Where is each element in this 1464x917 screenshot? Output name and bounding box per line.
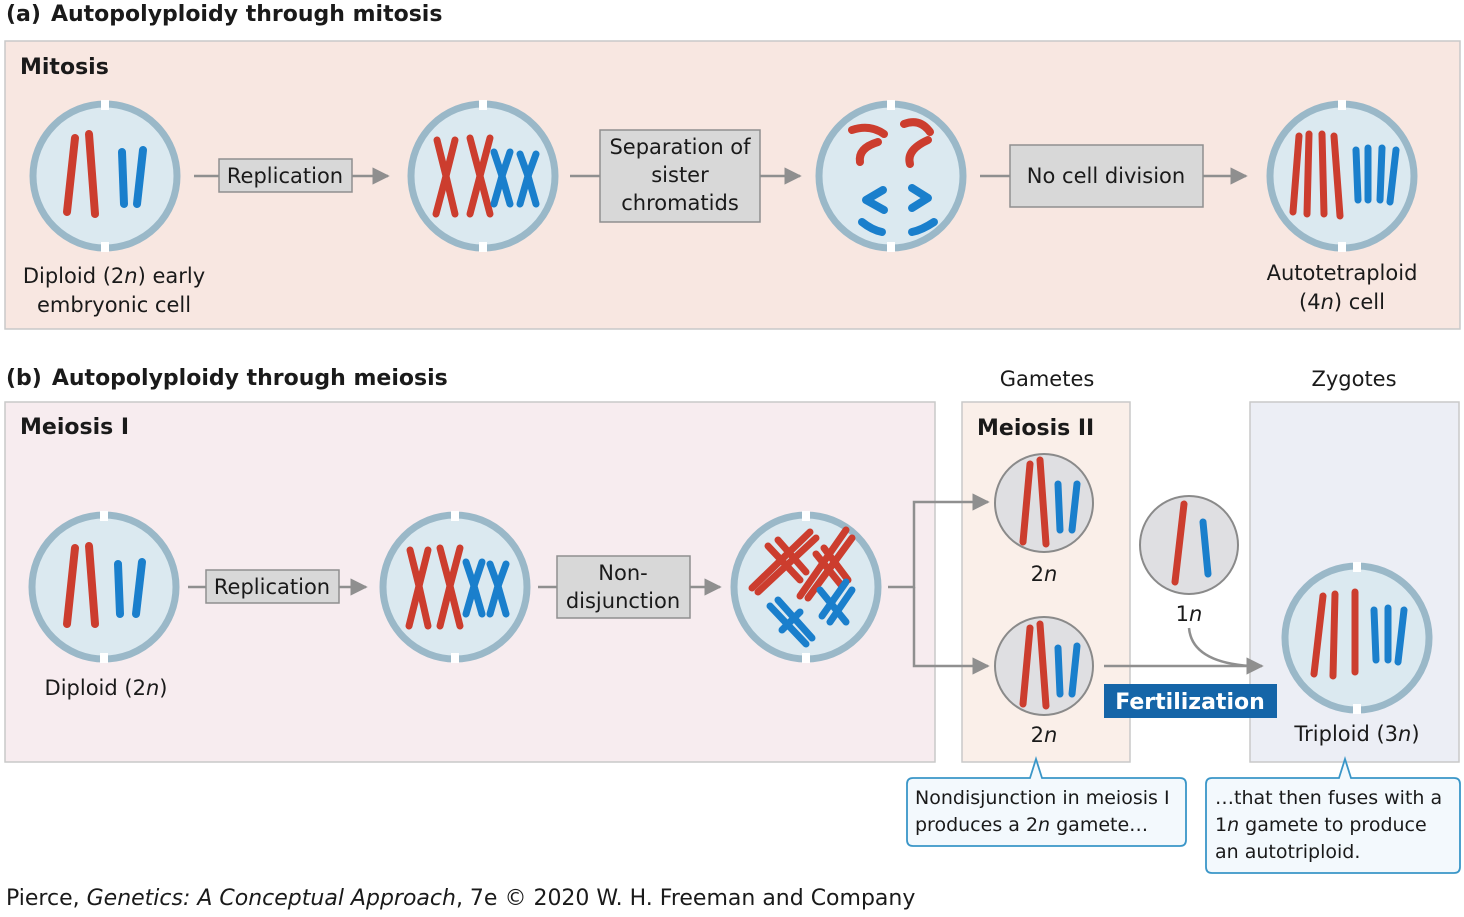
label-haploid: 1n xyxy=(1176,602,1203,626)
label-diploid-b: Diploid (2n) xyxy=(45,676,168,700)
replication-label-a: Replication xyxy=(227,164,343,188)
nondisjunction-label-2: disjunction xyxy=(566,589,680,613)
callout-right-line3: an autotriploid. xyxy=(1215,841,1360,863)
callout-right-line2: 1n gamete to produce xyxy=(1215,814,1427,836)
callout-left-line1: Nondisjunction in meiosis I xyxy=(915,787,1170,809)
callout-fusion: …that then fuses with a 1n gamete to pro… xyxy=(1205,756,1461,874)
callout-nondisjunction: Nondisjunction in meiosis I produces a 2… xyxy=(906,756,1187,847)
separation-label-2: sister xyxy=(651,163,709,187)
red-chromosome xyxy=(1171,500,1188,586)
blue-chromosomes xyxy=(118,146,147,208)
blue-chromosomes-4n xyxy=(1352,144,1400,206)
gamete-haploid-1n xyxy=(1139,495,1239,595)
cell-diploid-early xyxy=(29,100,181,252)
credit-line: Pierce, Genetics: A Conceptual Approach,… xyxy=(6,886,915,911)
meiosis1-panel-title: Meiosis I xyxy=(20,415,129,440)
blue-chromosomes xyxy=(1054,642,1081,698)
arrow-to-bottom-gamete xyxy=(912,587,990,675)
replication-box-a xyxy=(218,158,353,193)
mitosis-panel-title: Mitosis xyxy=(20,55,109,80)
cell-nondisjunction xyxy=(730,511,882,663)
red-chromosomes xyxy=(63,130,99,218)
fertilization-label: Fertilization xyxy=(1115,690,1265,715)
nondisjunction-box xyxy=(556,555,691,619)
callout-right-line1: …that then fuses with a xyxy=(1215,787,1442,809)
label-gamete-top: 2n xyxy=(1031,562,1058,586)
blue-chromosomes xyxy=(114,558,146,618)
fertilization-badge xyxy=(1104,684,1277,718)
cell-autotetraploid xyxy=(1266,100,1418,252)
meiosis2-panel-title: Meiosis II xyxy=(977,416,1094,441)
red-sister-chromatids xyxy=(405,544,464,630)
nondisjunction-label-1: Non- xyxy=(598,561,647,585)
label-diploid-early-line2: embryonic cell xyxy=(37,293,191,317)
blue-chromosomes xyxy=(1054,480,1081,534)
blue-chromosomes-3n xyxy=(1370,604,1408,666)
no-division-label: No cell division xyxy=(1027,164,1185,188)
cell-triploid xyxy=(1281,562,1433,714)
cell-diploid-b xyxy=(28,511,180,663)
blue-separating-chromatids xyxy=(858,184,938,236)
arrow-to-top-gamete xyxy=(888,493,990,589)
replication-label-b: Replication xyxy=(214,575,330,599)
red-chromosomes-3n xyxy=(1310,588,1359,680)
cell-replicated-a xyxy=(407,100,559,252)
no-division-box xyxy=(1009,144,1204,208)
section-a-heading: (a) Autopolyploidy through mitosis xyxy=(6,2,442,27)
blue-tetrads xyxy=(766,578,856,648)
separation-box xyxy=(599,129,761,223)
red-sister-chromatids xyxy=(432,134,494,218)
red-tetrads xyxy=(748,526,856,602)
blue-chromosome xyxy=(1199,518,1212,578)
label-gamete-bottom: 2n xyxy=(1031,723,1058,747)
cell-anaphase xyxy=(815,100,967,252)
callout-left-line2: produces a 2n gamete… xyxy=(915,814,1148,836)
zygotes-header: Zygotes xyxy=(1311,367,1396,391)
arrow-haploid-join xyxy=(1187,627,1251,668)
label-autotetraploid-line1: Autotetraploid xyxy=(1267,261,1418,285)
blue-sister-chromatids xyxy=(462,558,510,618)
gamete-top-2n xyxy=(994,453,1094,553)
label-triploid: Triploid (3n) xyxy=(1293,722,1419,746)
replication-box-b xyxy=(205,569,340,604)
separation-label-3: chromatids xyxy=(621,191,739,215)
gamete-bottom-2n xyxy=(994,616,1094,716)
red-chromosomes-4n xyxy=(1289,130,1344,220)
label-diploid-early-line1: Diploid (2n) early xyxy=(23,264,205,288)
blue-sister-chromatids xyxy=(490,148,540,208)
separation-label-1: Separation of xyxy=(609,135,751,159)
red-separating-chromatids xyxy=(848,118,934,168)
cell-replicated-b xyxy=(379,511,531,663)
red-chromosomes xyxy=(1019,620,1050,710)
red-chromosomes xyxy=(1019,456,1050,548)
red-chromosomes xyxy=(63,542,99,628)
section-b-heading: (b) Autopolyploidy through meiosis xyxy=(6,366,448,391)
gametes-header: Gametes xyxy=(1000,367,1095,391)
label-autotetraploid-line2: (4n) cell xyxy=(1299,290,1385,314)
